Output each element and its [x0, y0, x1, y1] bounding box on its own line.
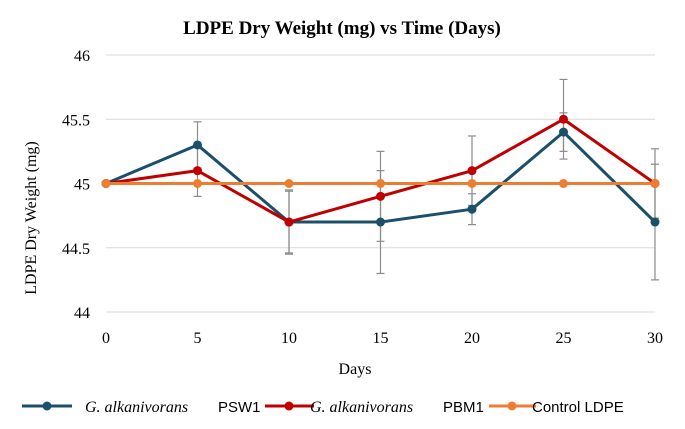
data-point-1 — [467, 166, 477, 176]
data-point-2 — [650, 179, 660, 188]
data-point-1 — [284, 217, 294, 227]
y-tick-label: 44.5 — [62, 241, 90, 258]
x-tick-label: 15 — [373, 330, 389, 347]
legend-item-pbm1: G. alkanivorans PBM1 — [265, 399, 484, 416]
x-tick-label: 25 — [556, 330, 572, 347]
legend-label-psw1-species: G. alkanivorans — [85, 399, 188, 416]
legend-marker-control — [507, 401, 517, 411]
data-point-2 — [559, 179, 568, 188]
y-tick-label: 45 — [74, 177, 90, 194]
y-tick-label: 46 — [74, 48, 90, 65]
data-point-1 — [193, 166, 202, 176]
legend-label-pbm1-species: G. alkanivorans — [310, 399, 413, 416]
x-tick-label: 5 — [194, 330, 202, 347]
data-point-0 — [376, 217, 385, 227]
legend-marker-pbm1 — [284, 401, 294, 411]
error-bars — [193, 78, 659, 281]
legend-label-psw1-strain: PSW1 — [218, 399, 261, 416]
x-tick-label: 30 — [647, 330, 663, 347]
data-point-0 — [467, 204, 477, 214]
legend-label-control: Control LDPE — [532, 399, 624, 416]
chart-title: LDPE Dry Weight (mg) vs Time (Days) — [183, 18, 501, 39]
x-tick-label: 20 — [464, 330, 480, 347]
data-point-2 — [467, 179, 477, 188]
x-tick-label: 10 — [281, 330, 297, 347]
legend-item-psw1: G. alkanivorans PSW1 — [22, 399, 261, 416]
y-tick-label: 45.5 — [62, 112, 90, 129]
x-tick-label: 0 — [102, 330, 110, 347]
data-point-2 — [284, 179, 294, 188]
y-axis-label: LDPE Dry Weight (mg) — [23, 141, 40, 295]
data-point-0 — [193, 140, 202, 150]
data-point-2 — [376, 179, 385, 188]
legend-item-control: Control LDPE — [489, 399, 624, 416]
x-tick-labels: 0 5 10 15 20 25 30 — [102, 330, 663, 347]
x-axis-label: Days — [339, 361, 372, 378]
data-point-2 — [101, 179, 111, 188]
data-point-0 — [650, 217, 660, 227]
legend: G. alkanivorans PSW1 G. alkanivorans PBM… — [22, 399, 624, 416]
legend-label-pbm1-strain: PBM1 — [443, 399, 484, 416]
data-point-2 — [193, 179, 202, 188]
y-tick-label: 44 — [74, 305, 90, 322]
series-lines — [101, 114, 660, 227]
data-point-1 — [559, 114, 568, 124]
legend-marker-psw1 — [42, 401, 52, 411]
y-tick-labels: 44 44.5 45 45.5 46 — [62, 48, 90, 322]
data-point-0 — [559, 127, 568, 137]
data-point-1 — [376, 191, 385, 201]
